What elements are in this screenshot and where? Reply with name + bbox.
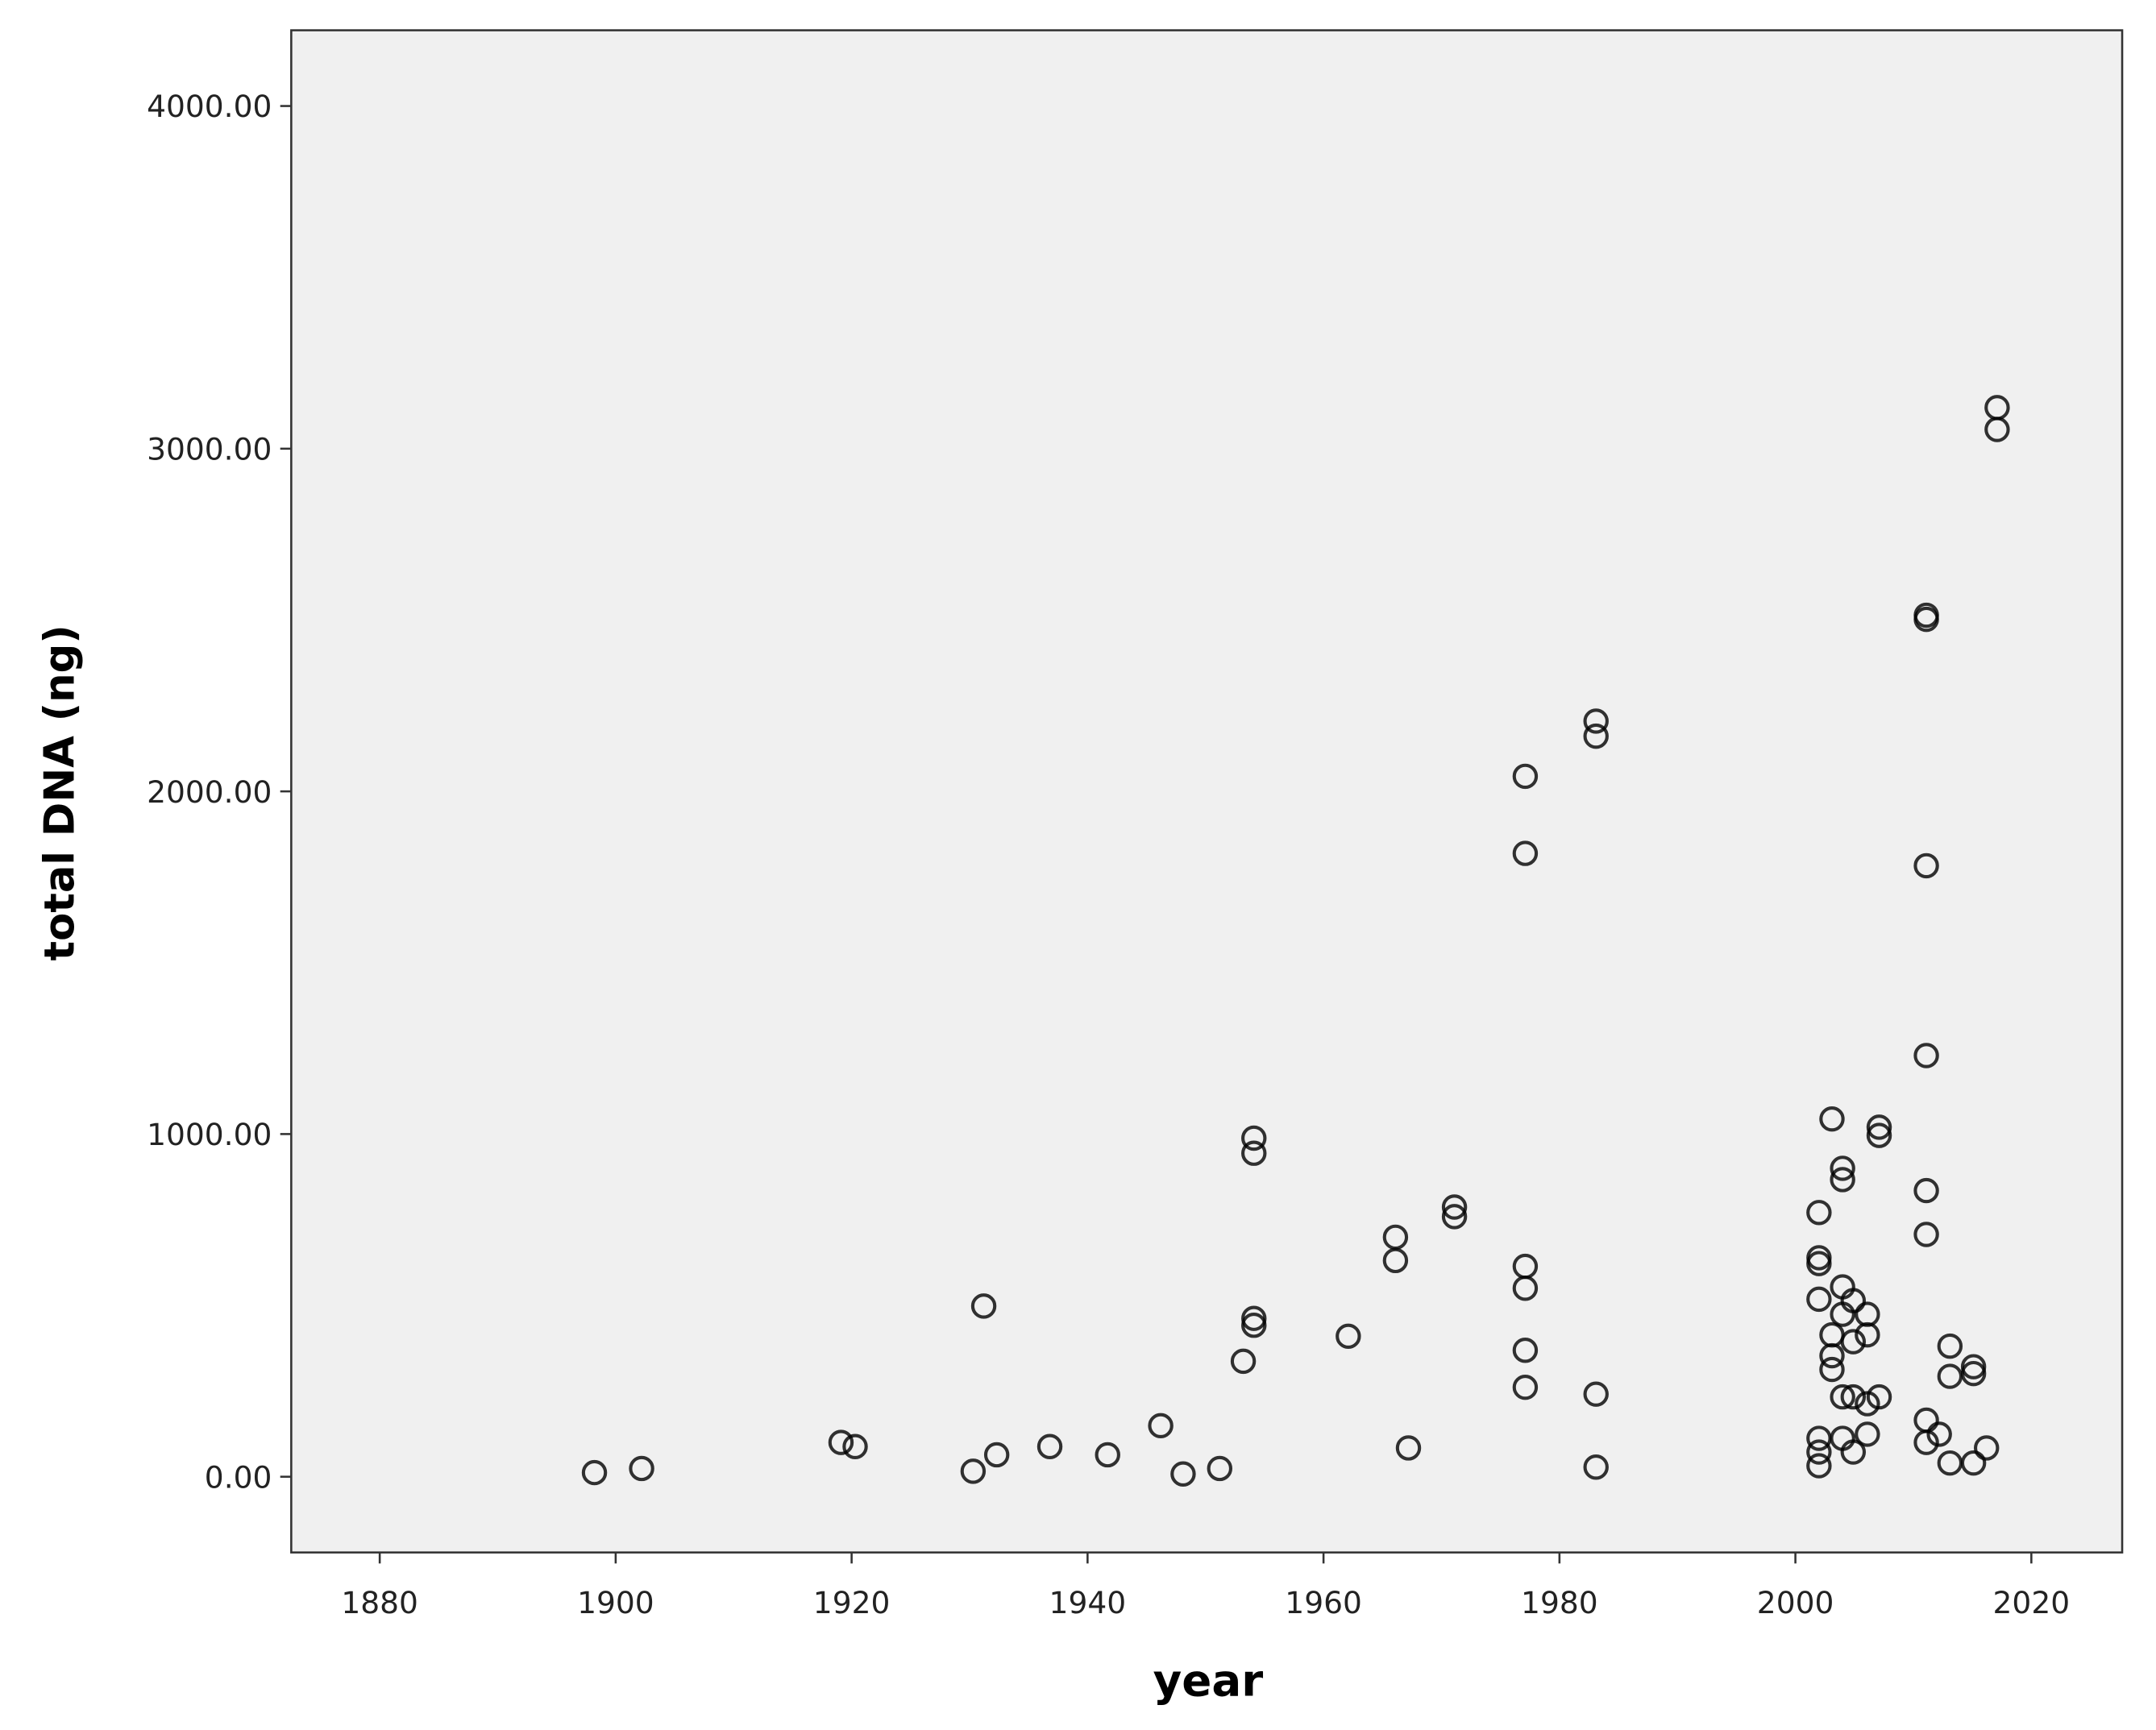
point (1241, 1312, 1267, 1338)
point (1984, 417, 2010, 442)
x-axis-label: year (1153, 1654, 1264, 1706)
point (1512, 1276, 1539, 1301)
point (1036, 1433, 1063, 1459)
y-tick-label: 0.00 (205, 1459, 272, 1495)
x-tick-label: 1960 (1285, 1585, 1362, 1620)
point (1806, 1439, 1832, 1465)
x-tick-label: 2020 (1993, 1585, 2071, 1620)
point (1840, 1329, 1867, 1355)
point (983, 1442, 1010, 1468)
point (1913, 1222, 1939, 1247)
point (1830, 1167, 1855, 1193)
point (1960, 1450, 1987, 1476)
point (1840, 1384, 1867, 1410)
point (1806, 1286, 1832, 1313)
y-tick-label: 3000.00 (147, 432, 272, 467)
point (1241, 1140, 1267, 1166)
point (1913, 853, 1939, 879)
point (1806, 1200, 1832, 1226)
x-tick-label: 2000 (1757, 1585, 1834, 1620)
point (1583, 1381, 1609, 1407)
x-tick-label: 1980 (1521, 1585, 1598, 1620)
point (1148, 1413, 1174, 1439)
point (1913, 606, 1939, 633)
point (1830, 1384, 1855, 1410)
point (1830, 1155, 1855, 1181)
point (1926, 1421, 1952, 1447)
point (842, 1433, 868, 1459)
point (1913, 1043, 1939, 1068)
point (581, 1459, 608, 1486)
point (1866, 1384, 1892, 1410)
plot-area (290, 29, 2124, 1554)
point (1512, 763, 1539, 790)
y-tick-label: 1000.00 (147, 1117, 272, 1152)
point (1241, 1125, 1267, 1151)
point (1512, 1374, 1539, 1400)
point (960, 1458, 987, 1484)
point (1913, 1429, 1939, 1455)
point (1583, 1454, 1609, 1480)
point (1583, 723, 1609, 749)
point (1819, 1342, 1845, 1369)
point (1512, 1338, 1539, 1363)
point (1937, 1333, 1963, 1359)
point (1974, 1435, 2000, 1461)
point (1840, 1288, 1867, 1313)
x-tick-label: 1920 (813, 1585, 891, 1620)
point (1866, 1114, 1892, 1140)
point (1937, 1363, 1963, 1389)
point (1960, 1354, 1987, 1379)
point (1230, 1348, 1257, 1375)
point (1855, 1421, 1880, 1447)
point (1819, 1356, 1845, 1383)
point (1382, 1247, 1409, 1274)
point (1441, 1194, 1468, 1220)
point (1913, 1177, 1939, 1204)
point (1866, 1122, 1892, 1148)
point (970, 1293, 997, 1319)
point (1441, 1204, 1468, 1230)
x-tick-label: 1900 (577, 1585, 654, 1620)
point (1207, 1455, 1233, 1482)
x-tick-label: 1940 (1049, 1585, 1127, 1620)
point (828, 1429, 854, 1455)
point (1095, 1442, 1120, 1468)
x-tick-label: 1880 (341, 1585, 418, 1620)
point (1241, 1305, 1267, 1331)
point (1583, 708, 1609, 734)
point (1840, 1439, 1867, 1465)
point (1806, 1453, 1832, 1479)
point (1819, 1106, 1845, 1132)
point (1512, 840, 1539, 866)
y-tick-label: 2000.00 (147, 774, 272, 810)
point (1395, 1435, 1422, 1461)
point (1960, 1360, 1987, 1387)
y-axis-label: total DNA (ng) (35, 624, 84, 960)
point (1855, 1321, 1880, 1348)
point (1336, 1323, 1361, 1350)
point (1806, 1251, 1832, 1276)
point (1170, 1461, 1196, 1487)
point (629, 1455, 654, 1482)
y-tick-label: 4000.00 (147, 89, 272, 124)
